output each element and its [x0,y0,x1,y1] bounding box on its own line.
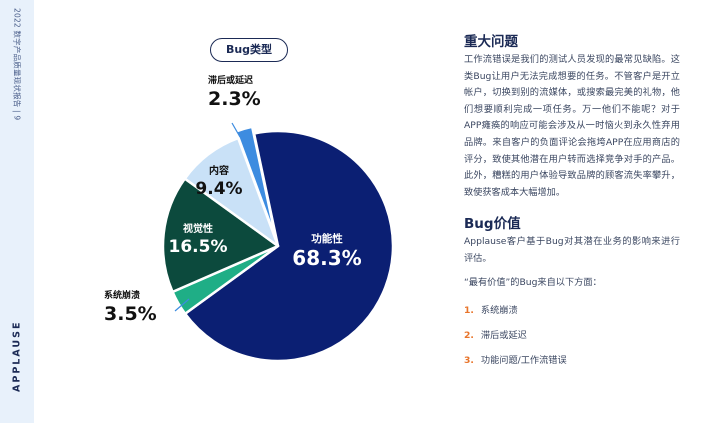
slice-label-latency: 滞后或延迟 [208,74,253,86]
slice-value-visual: 16.5% [169,237,228,257]
slice-label-content: 内容 [209,164,229,177]
slice-label-visual: 视觉性 [183,222,213,235]
list-item: 1. 系统崩溃 [464,305,518,316]
paragraph-most-valuable: “最有价值”的Bug来自以下方面： [464,277,602,288]
leader-line [174,298,190,312]
slice-value-functional: 68.3% [292,246,361,270]
paragraph-major-issues: 工作流错误是我们的测试人员发现的最常见缺陷。这类Bug让用户无法完成想要的任务。… [464,54,680,198]
slice-label-functional: 功能性 [311,232,343,245]
valuable-bug-list: 1. 系统崩溃 2. 滞后或延迟 3. 功能问题/工作流错误 [464,302,567,377]
paragraph-bug-value: Applause客户基于Bug对其潜在业务的影响来进行评估。 [464,236,680,264]
heading-major-issues: 重大问题 [464,34,518,50]
slice-value-content: 9.4% [195,179,242,199]
slice-value-crash: 3.5% [104,303,157,325]
slice-label-crash: 系统崩溃 [104,289,140,301]
leader-line [231,122,241,138]
pie-slice-visual [161,177,280,294]
list-item: 2. 滞后或延迟 [464,330,527,341]
pie-slice-functional [183,129,395,363]
heading-bug-value: Bug价值 [464,216,521,232]
chart-title: Bug类型 [210,38,288,62]
list-item: 3. 功能问题/工作流错误 [464,355,567,366]
side-bar: 2022 数字产品质量现状报告 | 9 APPLAUSE [0,0,34,423]
slice-value-latency: 2.3% [208,88,261,110]
